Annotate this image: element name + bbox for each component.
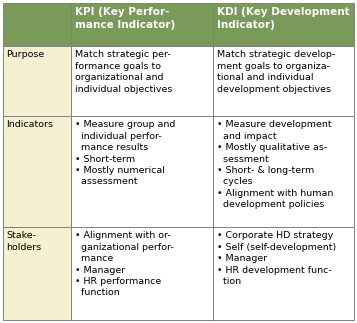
Text: Purpose: Purpose (6, 50, 45, 59)
Bar (213, 3, 354, 47)
Bar (213, 227, 354, 320)
Bar (3, 3, 71, 47)
Text: Match strategic develop-
ment goals to organiza-
tional and individual
developme: Match strategic develop- ment goals to o… (217, 50, 335, 94)
Text: KPI (Key Perfor-
mance Indicator): KPI (Key Perfor- mance Indicator) (75, 7, 175, 30)
Bar (213, 116, 354, 227)
Text: • Alignment with or-
  ganizational perfor-
  mance
• Manager
• HR performance
 : • Alignment with or- ganizational perfor… (75, 231, 174, 297)
Bar (71, 3, 213, 47)
Bar (71, 47, 213, 116)
Bar (3, 227, 71, 320)
Text: • Measure development
  and impact
• Mostly qualitative as-
  sessment
• Short- : • Measure development and impact • Mostl… (217, 120, 333, 209)
Bar (213, 47, 354, 116)
Text: Indicators: Indicators (6, 120, 54, 129)
Text: • Corporate HD strategy
• Self (self-development)
• Manager
• HR development fun: • Corporate HD strategy • Self (self-dev… (217, 231, 336, 286)
Bar (3, 116, 71, 227)
Text: Match strategic per-
formance goals to
organizational and
individual objectives: Match strategic per- formance goals to o… (75, 50, 172, 94)
Bar (71, 116, 213, 227)
Text: • Measure group and
  individual perfor-
  mance results
• Short-term
• Mostly n: • Measure group and individual perfor- m… (75, 120, 175, 186)
Text: KDI (Key Development
Indicator): KDI (Key Development Indicator) (217, 7, 350, 30)
Text: Stake-
holders: Stake- holders (6, 231, 42, 252)
Bar (3, 47, 71, 116)
Bar (71, 227, 213, 320)
